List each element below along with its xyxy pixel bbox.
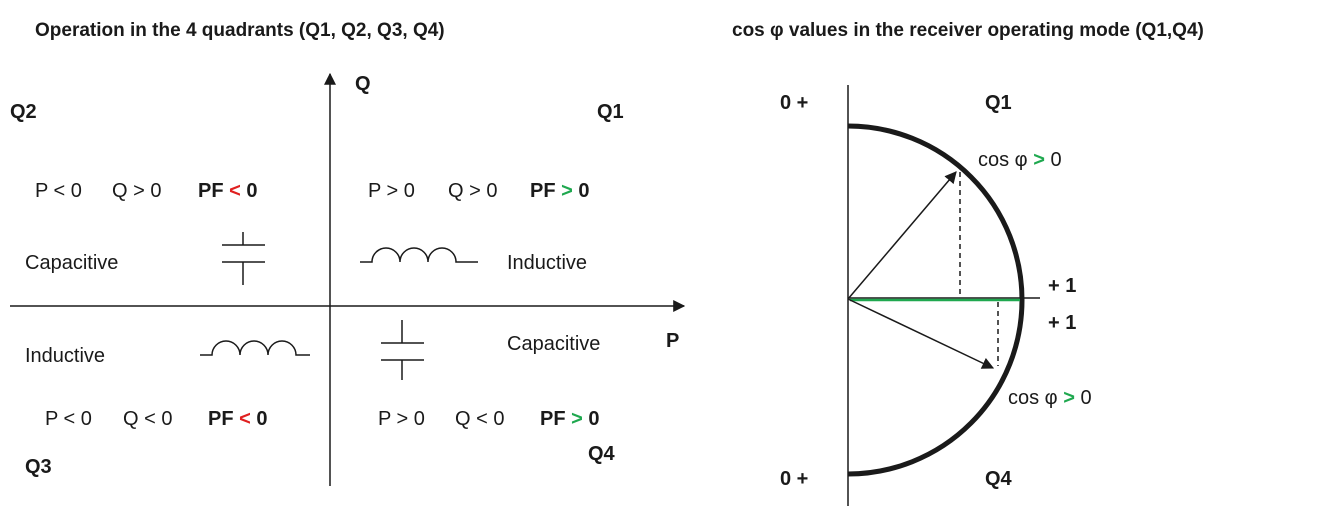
quadrant-label: Q2 xyxy=(10,101,37,123)
sign: < xyxy=(239,408,251,430)
capacitor xyxy=(381,320,424,380)
zero-label: 0 + xyxy=(780,92,808,114)
condition: P > 0 xyxy=(378,408,425,430)
sign: > xyxy=(561,180,573,202)
power-factor: PF > 0 xyxy=(540,408,600,430)
pf: PF xyxy=(208,408,234,430)
zero: 0 xyxy=(1050,149,1061,171)
inductor xyxy=(360,247,478,263)
quadrant-label: Q4 xyxy=(985,468,1013,490)
capacitor xyxy=(222,232,265,285)
one-label: + 1 xyxy=(1048,275,1076,297)
axis-label: Q xyxy=(355,73,371,95)
quadrant-label: Q3 xyxy=(25,456,52,478)
inductor xyxy=(200,340,310,356)
quadrant-label: Q1 xyxy=(597,101,624,123)
load: Inductive xyxy=(507,252,587,274)
condition: P > 0 xyxy=(368,180,415,202)
pf: PF xyxy=(198,180,224,202)
power-factor: PF > 0 xyxy=(530,180,590,202)
sign: > xyxy=(1033,149,1045,171)
zero-label: 0 + xyxy=(780,468,808,490)
sign: < xyxy=(229,180,241,202)
power-factor: PF < 0 xyxy=(208,408,268,430)
semicircle xyxy=(847,123,1025,477)
cos-label: cos φ > 0 xyxy=(978,149,1062,171)
zero: 0 xyxy=(588,408,599,430)
vector xyxy=(847,298,995,369)
zero: 0 xyxy=(578,180,589,202)
condition: Q > 0 xyxy=(448,180,497,202)
cos: cos φ xyxy=(1008,387,1058,409)
condition: Q > 0 xyxy=(112,180,161,202)
pf: PF xyxy=(540,408,566,430)
condition: Q < 0 xyxy=(123,408,172,430)
right-title: cos φ values in the receiver operating m… xyxy=(732,20,1204,41)
load: Capacitive xyxy=(25,252,118,274)
zero: 0 xyxy=(1080,387,1091,409)
pf: PF xyxy=(530,180,556,202)
condition: P < 0 xyxy=(35,180,82,202)
zero: 0 xyxy=(246,180,257,202)
one-label: + 1 xyxy=(1048,312,1076,334)
axis-label: P xyxy=(666,330,679,352)
power-factor: PF < 0 xyxy=(198,180,258,202)
cos: cos φ xyxy=(978,149,1028,171)
load: Inductive xyxy=(25,345,105,367)
sign: > xyxy=(571,408,583,430)
load: Capacitive xyxy=(507,333,600,355)
sign: > xyxy=(1063,387,1075,409)
left-title: Operation in the 4 quadrants (Q1, Q2, Q3… xyxy=(35,20,445,41)
zero: 0 xyxy=(256,408,267,430)
vector xyxy=(847,171,957,300)
quadrant-label: Q1 xyxy=(985,92,1012,114)
quadrant-label: Q4 xyxy=(588,443,616,465)
condition: P < 0 xyxy=(45,408,92,430)
cos-label: cos φ > 0 xyxy=(1008,387,1092,409)
condition: Q < 0 xyxy=(455,408,504,430)
